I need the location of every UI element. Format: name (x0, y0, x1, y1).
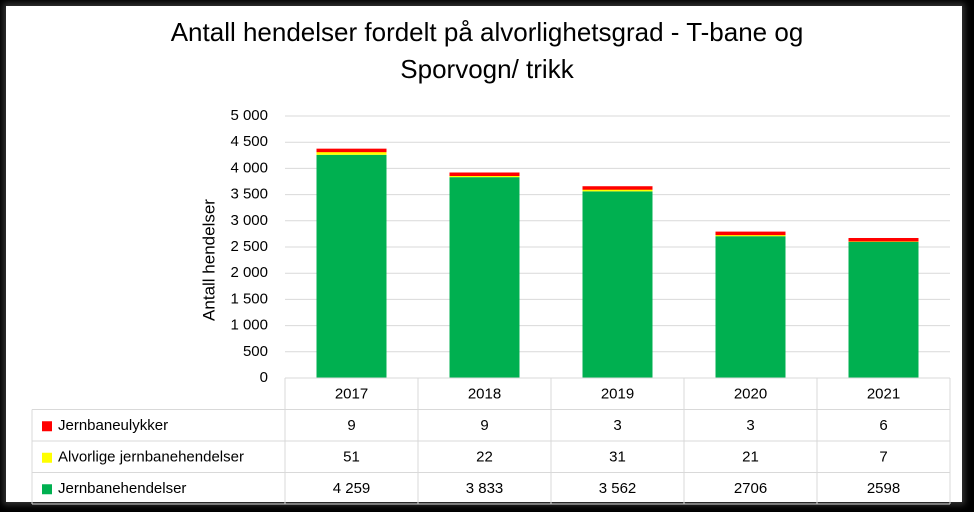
data-table: 2017 2018 2019 2020 2021 Jernbaneulykker 9 9 3 3 6… (31, 377, 951, 505)
table-cell: 6 (879, 417, 887, 434)
legend-label: Jernbanehendelser (58, 480, 186, 497)
table-cell: 7 (879, 449, 887, 466)
legend-label: Alvorlige jernbanehendelser (58, 449, 244, 466)
table-cell: 2706 (734, 480, 767, 497)
table-cell: 4 259 (333, 480, 371, 497)
legend-key (42, 484, 52, 495)
table-cell: 51 (343, 449, 360, 466)
table-cell: 22 (476, 449, 493, 466)
y-tick-labels: 0 500 1 000 1 500 2 000 2 500 3 000 3 500 4 000 4… (230, 107, 268, 386)
y-tick-label: 2 500 (230, 238, 268, 255)
x-tick-label: 2017 (335, 386, 368, 403)
table-cell: 3 (613, 417, 621, 434)
legend-label: Jernbaneulykker (58, 417, 168, 434)
y-tick-label: 0 (260, 369, 268, 386)
bar-jernbaneulykker (582, 186, 653, 190)
bar-jernbanehendelser (316, 154, 387, 378)
y-tick-label: 4 500 (230, 133, 268, 150)
table-cell: 9 (480, 417, 488, 434)
bar-jernbaneulykker (449, 172, 520, 176)
table-cell: 2598 (867, 480, 900, 497)
table-cell: 21 (742, 449, 759, 466)
y-tick-label: 2 000 (230, 264, 268, 281)
x-tick-label: 2021 (867, 386, 900, 403)
legend-key (42, 421, 52, 432)
legend-key (42, 452, 52, 463)
y-tick-label: 1 500 (230, 290, 268, 307)
y-tick-label: 5 000 (230, 107, 268, 124)
chart-title-line2: Sporvogn/ trikk (400, 54, 574, 84)
y-tick-label: 500 (243, 343, 268, 360)
table-cell: 31 (609, 449, 626, 466)
table-cell: 3 562 (599, 480, 637, 497)
bar-jernbanehendelser (582, 191, 653, 378)
table-cell: 3 (746, 417, 754, 434)
x-tick-label: 2019 (601, 386, 634, 403)
y-tick-label: 3 000 (230, 212, 268, 229)
y-tick-label: 3 500 (230, 186, 268, 203)
bar-jernbaneulykker (715, 231, 786, 236)
bar-jernbaneulykker (848, 237, 919, 242)
x-tick-label: 2020 (734, 386, 767, 403)
table-cell: 3 833 (466, 480, 504, 497)
bar-jernbanehendelser (449, 177, 520, 378)
bar-jernbanehendelser (715, 236, 786, 378)
x-tick-label: 2018 (468, 386, 501, 403)
y-tick-label: 4 000 (230, 159, 268, 176)
y-axis-label: Antall hendelser (199, 199, 218, 321)
bar-jernbanehendelser (848, 241, 919, 378)
chart-title: Antall hendelser fordelt på alvorlighets… (0, 14, 974, 88)
bar-jernbaneulykker (316, 148, 387, 153)
table-cell: 9 (347, 417, 355, 434)
bar-alvorlige-jernbanehendelser (316, 151, 387, 155)
bars (316, 148, 919, 378)
y-tick-label: 1 000 (230, 317, 268, 334)
chart-title-line1: Antall hendelser fordelt på alvorlighets… (170, 17, 804, 47)
